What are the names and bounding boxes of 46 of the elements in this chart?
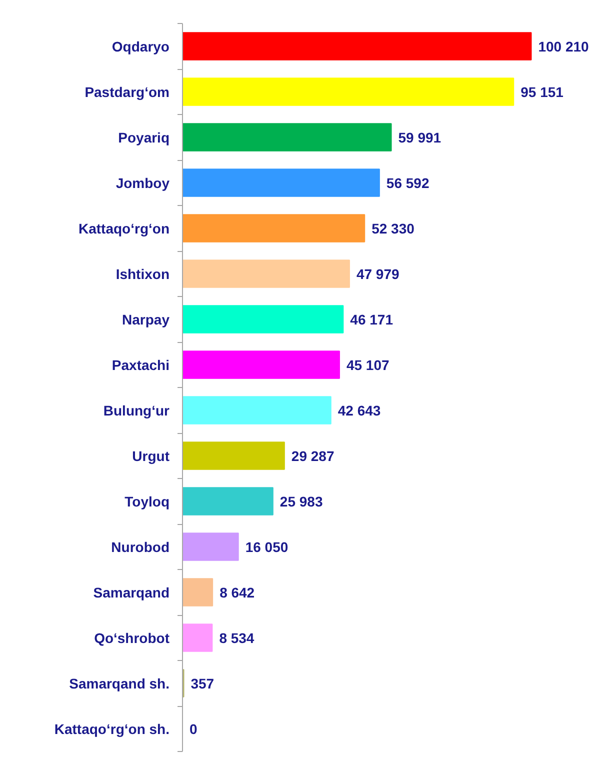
data-label: 45 107: [346, 356, 390, 373]
data-label: 56 592: [386, 174, 430, 191]
y-tick-label: Toyloq: [124, 493, 170, 510]
y-tick-label: Qo‘shrobot: [94, 630, 170, 646]
bar: [182, 123, 392, 152]
y-tick-label: Samarqand sh.: [69, 675, 170, 692]
data-label: 46 171: [350, 311, 394, 328]
bar: [182, 32, 532, 60]
y-tick-label: Narpay: [122, 311, 170, 328]
data-label: 100 210: [538, 38, 590, 54]
data-label: 25 983: [280, 493, 323, 510]
data-label: 52 330: [372, 220, 415, 236]
data-label: 357: [190, 675, 214, 692]
y-tick-label: Paxtachi: [112, 356, 170, 373]
bar: [182, 78, 514, 106]
bar: [182, 532, 239, 561]
data-label: 59 991: [398, 129, 442, 146]
data-label: 8 534: [219, 630, 254, 646]
y-tick-label: Poyariq: [118, 129, 170, 146]
bar: [182, 487, 274, 516]
y-tick-label: Pastdarg‘om: [84, 84, 170, 100]
y-tick-label: Jomboy: [116, 174, 170, 191]
bar: [182, 214, 366, 242]
y-tick-label: Urgut: [132, 448, 170, 464]
data-label: 47 979: [356, 266, 400, 282]
bar: [182, 442, 285, 470]
bar: [182, 260, 350, 288]
y-tick-label: Kattaqo‘rg‘on: [78, 220, 170, 236]
data-label: 42 643: [338, 402, 381, 418]
bar: [182, 396, 332, 424]
bar: [182, 168, 380, 197]
data-label: 95 151: [520, 84, 564, 100]
y-tick-label: Kattaqo‘rg‘on sh.: [54, 720, 170, 737]
data-label: 0: [190, 720, 198, 737]
y-tick-label: Oqdaryo: [112, 38, 170, 54]
y-tick-label: Nurobod: [111, 538, 170, 555]
bar: [182, 624, 213, 652]
data-label: 8 642: [220, 584, 255, 600]
data-label: 16 050: [245, 538, 288, 555]
y-tick-label: Samarqand: [93, 584, 170, 600]
bar: [182, 350, 340, 379]
bar: [182, 305, 344, 334]
y-tick-label: Ishtixon: [116, 266, 170, 282]
y-tick-label: Bulung‘ur: [103, 402, 170, 418]
data-label: 29 287: [291, 448, 334, 464]
bar: [182, 578, 214, 606]
